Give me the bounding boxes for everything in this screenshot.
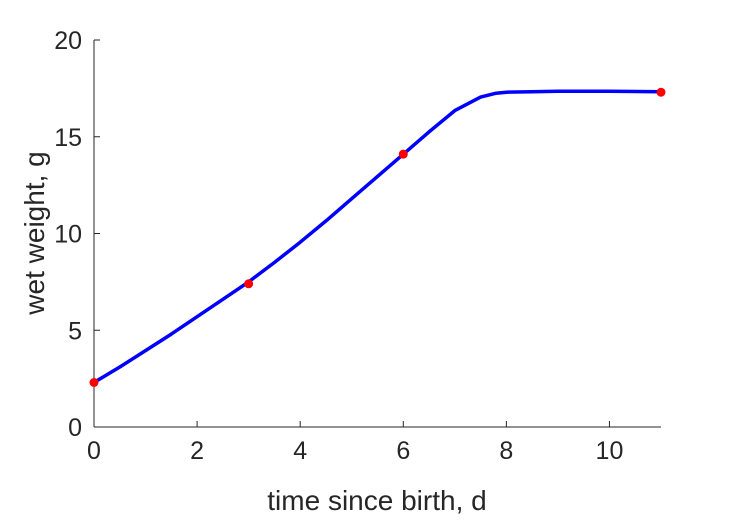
y-axis-label: wet weight, g (19, 151, 50, 315)
x-tick-label: 2 (190, 437, 204, 465)
data-point (244, 279, 254, 289)
x-tick-label: 0 (87, 437, 101, 465)
x-tick-label: 4 (293, 437, 307, 465)
axes (93, 40, 661, 428)
x-tick-label: 6 (396, 437, 410, 465)
x-tick-label: 10 (596, 437, 624, 465)
series-line (92, 89, 663, 385)
data-point (398, 149, 408, 159)
y-tick-label: 10 (54, 221, 82, 249)
x-axis-label: time since birth, d (267, 485, 486, 516)
y-tick-label: 15 (54, 124, 82, 152)
y-tick-label: 0 (68, 414, 82, 442)
y-tick-label: 5 (68, 317, 82, 345)
x-tick-label: 8 (499, 437, 513, 465)
y-tick-label: 20 (54, 27, 82, 55)
series (89, 87, 666, 387)
ticks: 0 2 4 6 8 10 0 5 10 15 20 (54, 27, 623, 465)
data-point (89, 377, 99, 387)
data-point (656, 87, 666, 97)
